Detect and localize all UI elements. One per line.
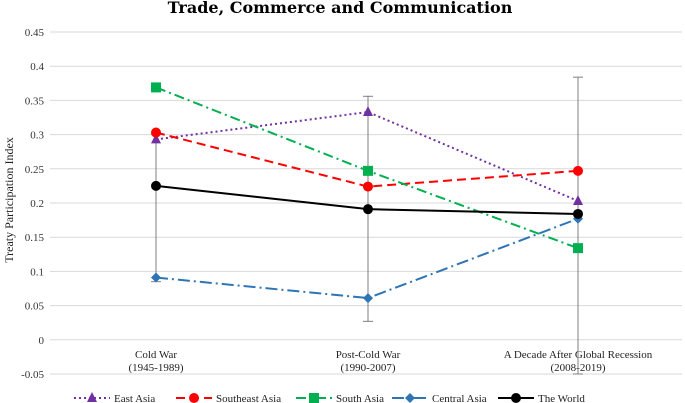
data-point-east-asia [363,106,373,117]
series-markers [151,82,583,304]
y-tick-label: 0.15 [25,232,45,244]
legend-marker-central-asia [405,393,415,403]
x-category-sublabel: (1990-2007) [341,362,396,374]
series-line-east-asia [155,111,579,202]
y-axis-ticks: 0.45 0.4 0.35 0.3 0.25 0.2 0.15 0.1 0.05 0 -0.05 [21,27,44,381]
y-tick-label: 0.4 [30,61,44,73]
series-line-southeast-asia [155,131,579,188]
y-tick-label: 0.1 [30,266,44,278]
legend-marker-the-world [511,393,521,403]
y-tick-label: 0.2 [30,198,44,210]
legend-marker-southeast-asia [189,393,199,403]
y-tick-label: 0.3 [30,130,44,142]
data-point-central-asia [151,272,161,283]
series-lines [155,86,579,300]
x-category-sublabel: (1945-1989) [129,362,184,374]
legend-marker-south-asia [309,393,319,403]
legend: East Asia Southeast Asia South Asia Central… [74,392,585,403]
data-point-the-world [151,180,161,191]
y-tick-label: -0.05 [21,369,44,381]
data-point-southeast-asia [151,127,161,138]
legend-label-south-asia: South Asia [336,393,384,403]
y-tick-label: 0.05 [25,301,45,313]
legend-marker-east-asia [87,392,97,402]
series-line-central-asia [155,217,579,300]
x-category-label: Cold War [135,349,177,361]
y-tick-label: 0.25 [25,164,45,176]
data-point-east-asia [151,133,161,144]
y-tick-label: 0 [39,335,45,347]
data-point-the-world [573,208,583,219]
legend-label-east-asia: East Asia [114,393,155,403]
data-point-the-world [363,204,373,215]
data-point-south-asia [573,243,583,254]
gridlines [50,31,682,375]
legend-label-southeast-asia: Southeast Asia [216,393,281,403]
data-point-south-asia [363,165,373,176]
y-tick-label: 0.45 [25,27,45,39]
data-point-southeast-asia [573,165,583,176]
data-point-southeast-asia [363,181,373,192]
x-axis-categories: Cold War(1945-1989) Post-Cold War(1990-20… [129,349,653,374]
x-category-label: Post-Cold War [336,349,401,361]
legend-label-the-world: The World [538,393,585,403]
chart-title: Trade, Commerce and Communication [168,0,513,17]
data-point-south-asia [151,82,161,93]
legend-label-central-asia: Central Asia [432,393,487,403]
y-tick-label: 0.35 [25,95,45,107]
data-point-central-asia [363,293,373,304]
data-point-east-asia [573,194,583,205]
y-axis-label: Treaty Participation Index [2,137,16,263]
